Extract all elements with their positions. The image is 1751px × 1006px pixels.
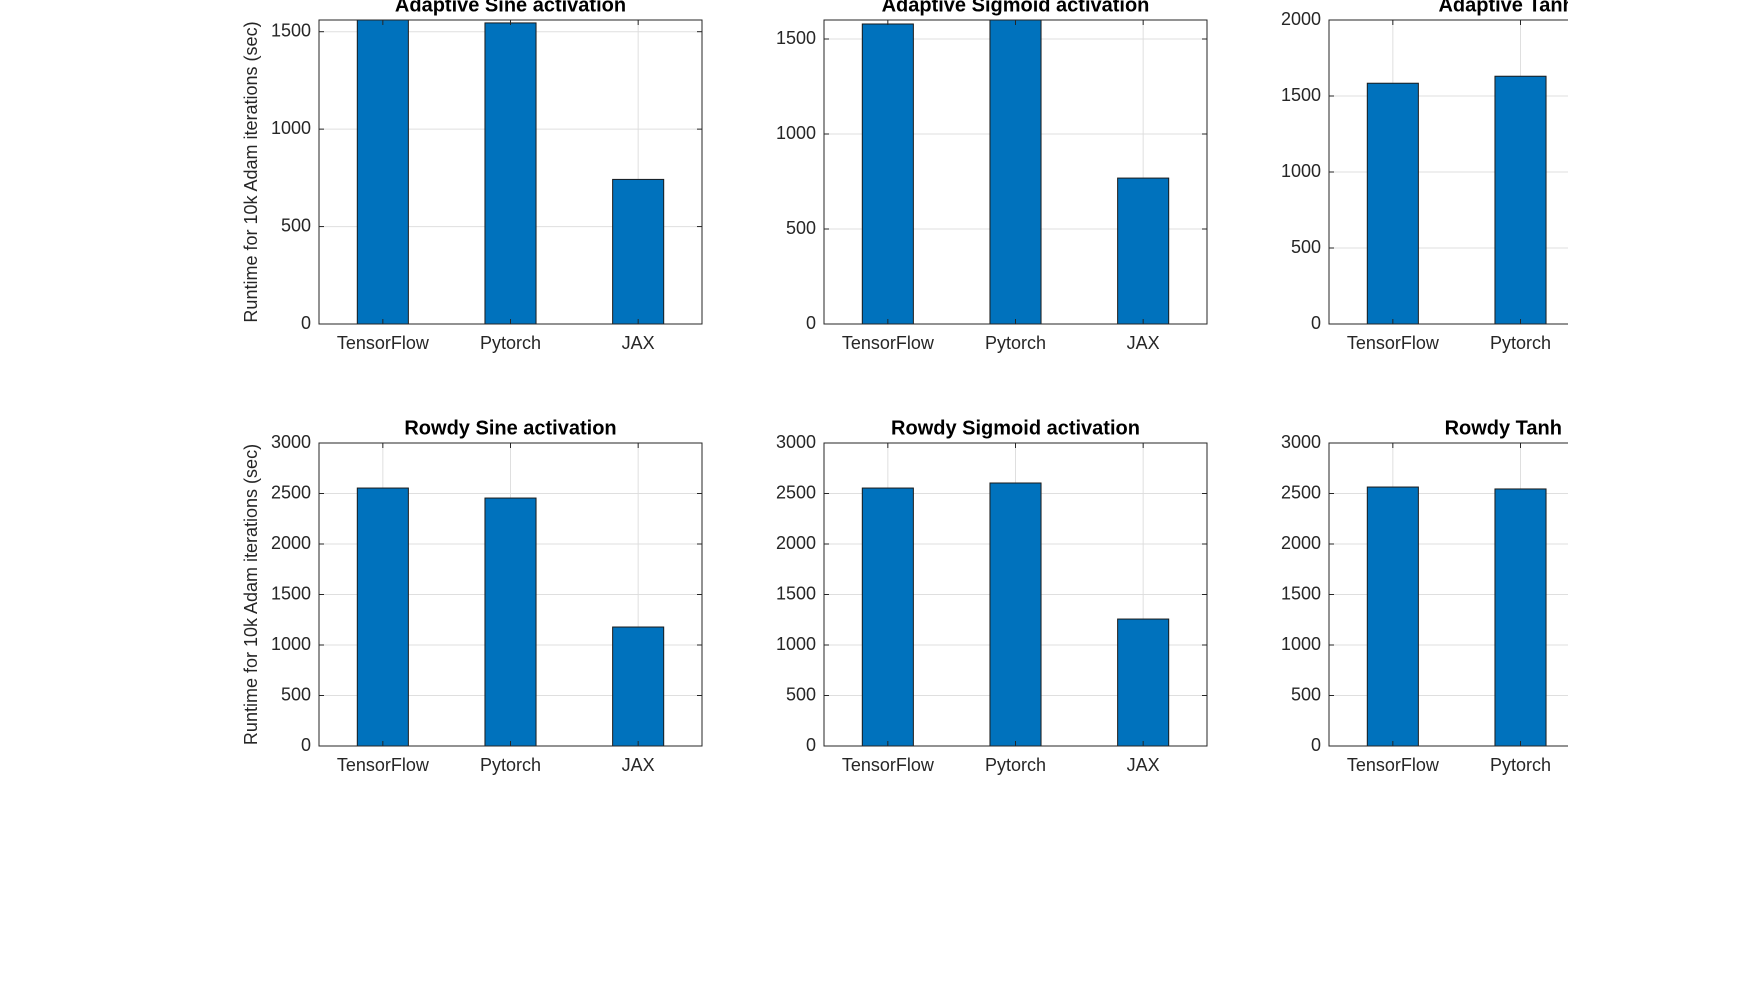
bar <box>989 19 1042 325</box>
figure-content: 0 500 1000 1500 TensorFlow Pytorch JAX Adaptive… <box>241 0 1602 775</box>
y-tick-label: 500 <box>1291 684 1321 704</box>
y-tick-label: 0 <box>1311 313 1321 333</box>
axes-box <box>1328 19 1568 325</box>
y-tick-label: 3000 <box>776 432 816 452</box>
y-tick-label: 0 <box>301 313 311 333</box>
axes-box <box>823 442 1208 747</box>
chart-title: Adaptive Tanh ac <box>1438 0 1602 16</box>
y-tick-label: 0 <box>806 735 816 755</box>
axes-box <box>1328 442 1568 747</box>
x-tick-label: Pytorch <box>1490 333 1551 353</box>
y-tick-label: 1000 <box>271 634 311 654</box>
y-tick-label: 1000 <box>1281 161 1321 181</box>
bar <box>484 22 537 325</box>
bar <box>1366 82 1419 325</box>
x-tick-label: TensorFlow <box>842 755 935 775</box>
y-tick-label: 500 <box>786 684 816 704</box>
y-tick-label: 3000 <box>1281 432 1321 452</box>
y-tick-label: 500 <box>786 218 816 238</box>
bar <box>1117 618 1170 747</box>
chart-title: Rowdy Tanh act <box>1445 417 1597 439</box>
y-tick-label: 1500 <box>776 583 816 603</box>
subplot: 0 500 1000 1500 TensorFlow Pytorch JAX Adaptive… <box>241 0 703 353</box>
y-tick-label: 2000 <box>776 533 816 553</box>
y-tick-label: 0 <box>1311 735 1321 755</box>
subplot: 0 500 1000 1500 2000 2500 3000 TensorFlow Pytorc… <box>776 417 1208 775</box>
x-tick-label: JAX <box>622 333 655 353</box>
x-tick-label: JAX <box>1127 755 1160 775</box>
y-axis-label: Runtime for 10k Adam iterations (sec) <box>241 21 261 322</box>
bar <box>1366 486 1419 747</box>
y-tick-label: 1500 <box>271 20 311 40</box>
x-tick-label: TensorFlow <box>1347 333 1440 353</box>
y-tick-label: 1500 <box>1281 85 1321 105</box>
y-tick-label: 1500 <box>776 28 816 48</box>
y-axis-label: Runtime for 10k Adam iterations (sec) <box>241 444 261 745</box>
x-tick-label: Pytorch <box>985 755 1046 775</box>
subplot: 0 500 1000 1500 2000 2500 3000 TensorFlow Pytorc… <box>1281 417 1597 775</box>
subplot: 0 500 1000 1500 2000 2500 3000 TensorFlow Pytorc… <box>241 417 703 775</box>
x-tick-label: TensorFlow <box>337 333 430 353</box>
chart-title: Adaptive Sine activation <box>395 0 626 16</box>
y-tick-label: 500 <box>281 215 311 235</box>
y-tick-label: 2500 <box>776 482 816 502</box>
y-tick-label: 0 <box>806 313 816 333</box>
y-tick-label: 1000 <box>271 118 311 138</box>
x-tick-label: Pytorch <box>480 755 541 775</box>
y-tick-label: 1000 <box>776 123 816 143</box>
y-tick-label: 3000 <box>271 432 311 452</box>
x-tick-label: JAX <box>622 755 655 775</box>
x-tick-label: JAX <box>1127 333 1160 353</box>
y-tick-label: 2500 <box>1281 482 1321 502</box>
axes-box <box>823 19 1208 325</box>
x-tick-label: TensorFlow <box>337 755 430 775</box>
bar <box>861 487 914 747</box>
bar <box>612 626 665 747</box>
y-tick-label: 2000 <box>271 533 311 553</box>
bar <box>989 482 1042 747</box>
bar <box>356 487 409 747</box>
subplot: 0 500 1000 1500 TensorFlow Pytorch JAX Adaptive… <box>776 0 1208 353</box>
y-tick-label: 1000 <box>1281 634 1321 654</box>
y-tick-label: 0 <box>301 735 311 755</box>
y-tick-label: 500 <box>1291 237 1321 257</box>
bar <box>861 23 914 325</box>
bar <box>1494 75 1547 325</box>
chart-title: Adaptive Sigmoid activation <box>882 0 1150 16</box>
x-tick-label: TensorFlow <box>842 333 935 353</box>
y-tick-label: 2000 <box>1281 9 1321 29</box>
bar <box>484 497 537 747</box>
y-tick-label: 1500 <box>1281 583 1321 603</box>
axes-box <box>318 19 703 325</box>
x-tick-label: Pytorch <box>985 333 1046 353</box>
bar <box>1117 177 1170 325</box>
x-tick-label: Pytorch <box>1490 755 1551 775</box>
y-tick-label: 500 <box>281 684 311 704</box>
y-tick-label: 1500 <box>271 583 311 603</box>
y-tick-label: 2500 <box>271 482 311 502</box>
x-tick-label: TensorFlow <box>1347 755 1440 775</box>
bar <box>1494 488 1547 747</box>
y-tick-label: 1000 <box>776 634 816 654</box>
chart-title: Rowdy Sigmoid activation <box>891 417 1140 439</box>
y-tick-label: 2000 <box>1281 533 1321 553</box>
bar <box>612 178 665 325</box>
axes-box <box>318 442 703 747</box>
subplot: 0 500 1000 1500 2000 TensorFlow Pytorch Adaptiv… <box>1281 0 1602 353</box>
bar <box>356 19 409 325</box>
chart-title: Rowdy Sine activation <box>404 417 616 439</box>
x-tick-label: Pytorch <box>480 333 541 353</box>
